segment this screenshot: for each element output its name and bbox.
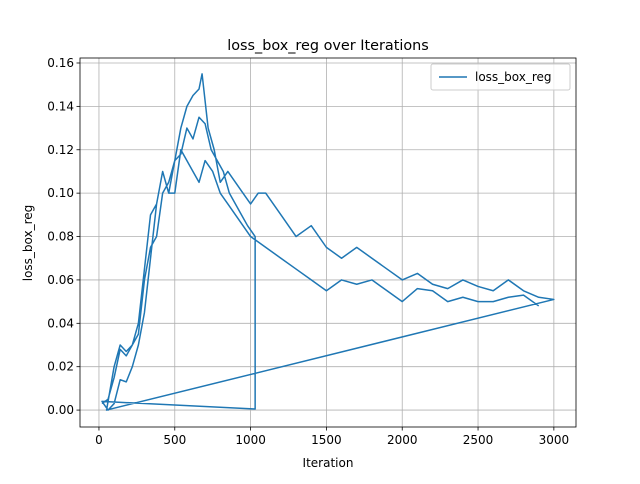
x-tick-label: 2500 xyxy=(463,433,494,447)
y-tick-label: 0.02 xyxy=(47,360,74,374)
y-tick-label: 0.08 xyxy=(47,230,74,244)
y-tick-label: 0.16 xyxy=(47,56,74,70)
legend-label: loss_box_reg xyxy=(475,70,552,84)
plot-frame xyxy=(79,57,577,428)
y-tick-label: 0.10 xyxy=(47,186,74,200)
y-tick-label: 0.12 xyxy=(47,143,74,157)
x-tick-label: 0 xyxy=(95,433,103,447)
y-tick-label: 0.14 xyxy=(47,99,74,113)
y-tick-label: 0.00 xyxy=(47,403,74,417)
y-tick-label: 0.06 xyxy=(47,273,74,287)
y-axis-label: loss_box_reg xyxy=(21,205,35,282)
data-line xyxy=(101,73,555,411)
legend-box xyxy=(430,63,571,91)
x-tick-label: 1000 xyxy=(235,433,266,447)
x-tick-label: 3000 xyxy=(539,433,570,447)
x-tick-label: 2000 xyxy=(387,433,418,447)
x-tick-label: 500 xyxy=(163,433,186,447)
chart-title: loss_box_reg over Iterations xyxy=(227,38,429,54)
x-axis-label: Iteration xyxy=(303,456,354,470)
x-tick-label: 1500 xyxy=(311,433,342,447)
y-tick-label: 0.04 xyxy=(47,316,74,330)
